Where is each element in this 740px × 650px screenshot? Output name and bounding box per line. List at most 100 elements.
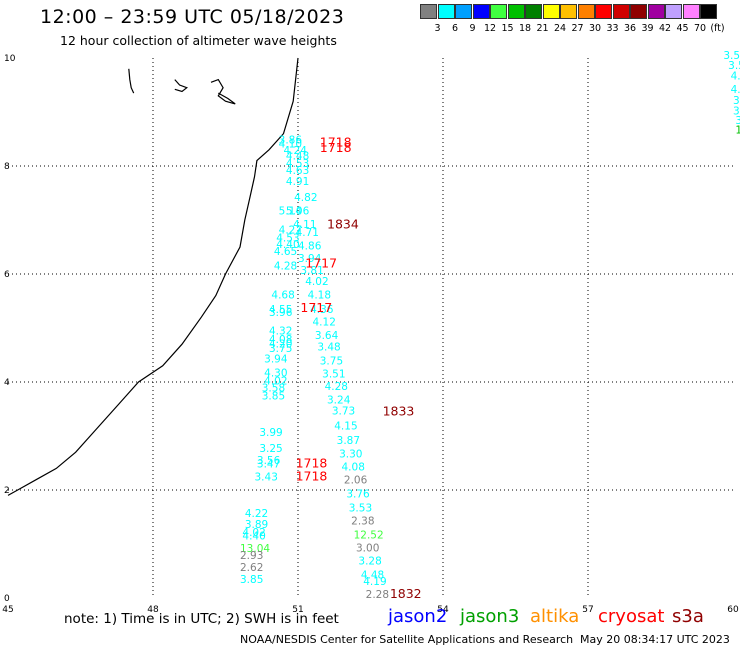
wave-height-label: 3.76 [346,489,370,501]
wave-height-label: 4.55 [269,304,292,316]
legend-swatch [560,4,577,19]
wave-height-label: 4.02 [305,276,328,288]
legend-label: 42 [658,23,672,34]
legend-label: 27 [571,23,584,34]
legend-swatch [577,4,595,19]
wave-height-label: 4.63 [286,165,309,177]
wave-height-label: 3.8 [733,95,740,107]
wave-height-label: 2.06 [344,475,368,487]
wave-height-label: 4.36 [310,304,334,316]
pass-time-label: 1717 [305,256,337,271]
coastline [7,57,299,496]
color-legend: 3 6 9 12 15 18 21 24 27 30 33 36 39 42 45 70 (ft) [420,4,730,40]
wave-height-label: 4.28 [274,261,297,273]
wave-height-label: 4.91 [286,176,309,188]
x-tick-label: 57 [582,605,593,615]
wave-height-label: 3.87 [337,435,360,447]
wave-height-label: 4.53 [276,233,299,245]
legend-label: 45 [676,23,689,34]
wave-height-label: 4.29 [731,71,740,83]
wave-height-label: 3.94 [298,253,322,265]
wave-height-label: 4.24 [284,145,308,157]
legend-label: 15 [501,23,514,34]
island-outline [128,68,135,94]
x-tick-label: 48 [147,605,159,615]
wave-height-label: 3.30 [339,449,362,461]
wave-height-label: 4.10 [279,139,302,151]
wave-height-label: 3.43 [255,471,278,483]
wave-height-label: 4.08 [269,334,292,346]
legend-label: 36 [623,23,637,34]
wave-height-label: 4.15 [334,421,357,433]
legend-swatch [525,4,542,19]
legend-swatch [682,4,700,19]
wave-height-label: 5.06 [286,206,310,218]
wave-height-label: 13.04 [240,543,270,555]
legend-swatch [595,4,612,19]
wave-height-label: 4.32 [269,325,292,337]
legend-swatch [542,4,560,19]
wave-height-label: 1 [735,125,740,137]
wave-height-label: 3.53 [349,503,372,515]
legend-swatch [490,4,507,19]
wave-height-label: 4.19 [363,576,386,588]
pass-time-label: 1717 [300,300,332,315]
wave-height-label: 3.96 [269,307,293,319]
wave-height-label: 4.22 [245,508,268,520]
wave-height-label: 3.85 [262,390,285,402]
wave-height-label: 4.48 [286,151,309,163]
wave-height-label: 4.20 [269,338,292,350]
y-tick-label: 8 [4,162,10,172]
wave-height-label: 2.38 [351,516,374,528]
wave-height-label: 3.48 [317,342,340,354]
pass-time-label: 1832 [390,586,422,601]
pass-time-label: 1718 [296,455,328,470]
wave-height-label: 4.71 [296,227,319,239]
legend-swatch [612,4,630,19]
credit-line: NOAA/NESDIS Center for Satellite Applica… [240,633,574,646]
wave-height-label: 3.28 [358,556,381,568]
satellite-name: jason3 [460,606,520,627]
map-title: 12:00 – 23:59 UTC 05/18/2023 [40,6,345,28]
legend-label: 6 [451,23,459,34]
wave-height-label: 3 [735,115,740,127]
wave-height-label: 4.65 [274,246,297,258]
legend-label: 24 [553,23,567,34]
pass-time-label: 1718 [320,140,352,155]
wave-height-label: 3.00 [356,543,379,555]
pass-time-label: 1718 [320,135,352,150]
satellite-name: s3a [672,606,704,627]
wave-height-label: 4.02 [264,376,287,388]
wave-height-label: 12.52 [354,530,384,542]
legend-swatch [420,4,437,19]
legend-label: 30 [588,23,602,34]
island-outline [174,79,189,93]
legend-swatch [647,4,665,19]
legend-label: 70 [693,23,707,34]
wave-height-label: 3.99 [259,427,282,439]
y-tick-label: 4 [4,378,10,388]
wave-height-label: 4.82 [294,192,317,204]
wave-height-label: 4.28 [325,381,348,393]
y-tick-label: 2 [4,486,10,496]
wave-height-label: 3.51 [322,369,345,381]
x-tick-label: 45 [2,605,13,615]
wave-height-label: 3.58 [262,383,285,395]
wave-height-label: 4.86 [298,241,322,253]
satellite-name: altika [530,606,580,627]
wave-height-label: 3.56 [257,455,281,467]
legend-unit: (ft) [710,23,725,34]
wave-height-label: 3.94 [264,354,288,366]
map-subtitle: 12 hour collection of altimeter wave hei… [60,33,337,48]
wave-height-label: 4.12 [313,316,336,328]
wave-height-label: 4.02 [242,527,265,539]
wave-height-label: 4.18 [308,289,331,301]
wave-height-label: 3.75 [320,356,343,368]
legend-swatch [700,4,717,19]
y-tick-label: 6 [4,270,10,280]
legend-swatch [437,4,455,19]
wave-height-label: 3.73 [332,405,355,417]
wave-height-label: 4.08 [342,462,365,474]
